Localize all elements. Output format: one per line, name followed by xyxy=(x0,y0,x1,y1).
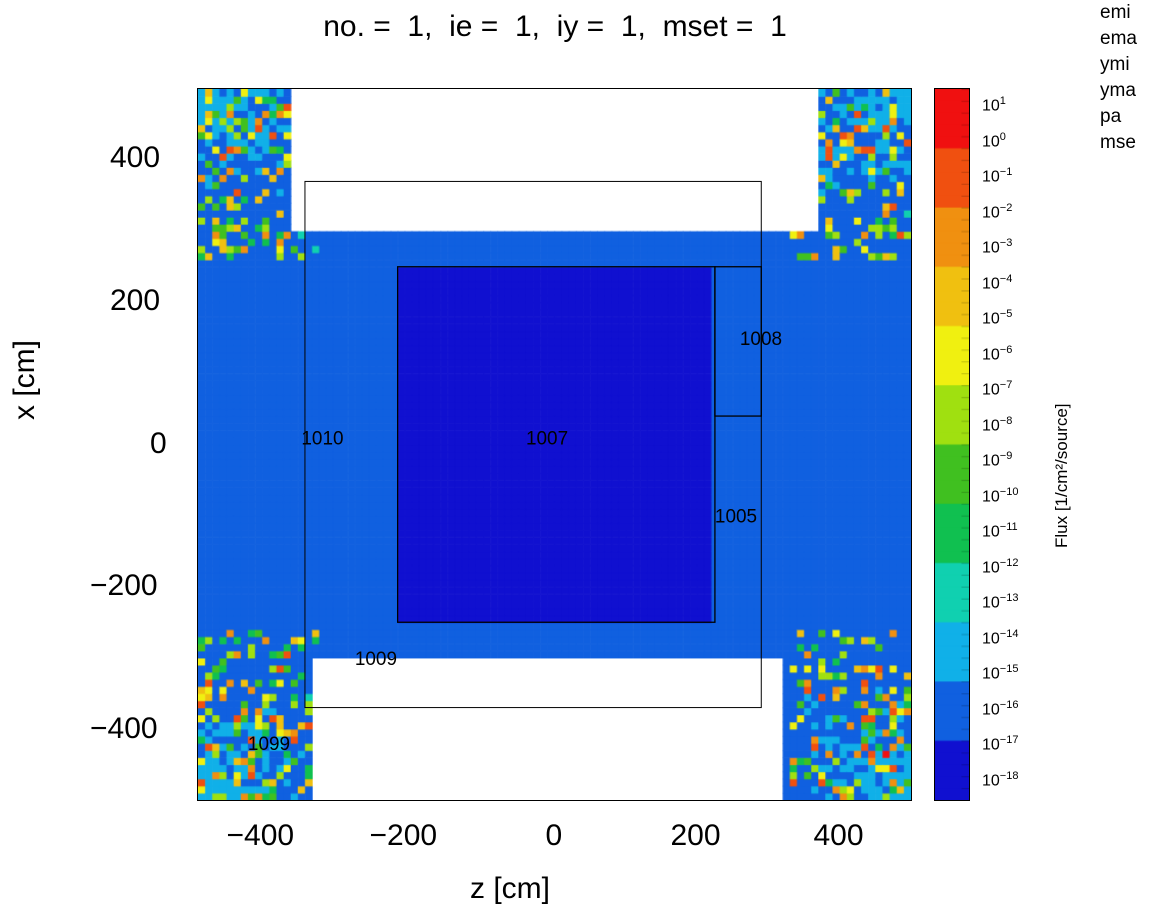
colorbar-tick-label: 10−16 xyxy=(982,698,1019,718)
colorbar-tick-label: 10−12 xyxy=(982,556,1019,576)
colorbar-tick-label: 10−2 xyxy=(982,201,1013,221)
flux-heatmap xyxy=(198,89,911,800)
region-label-1008: 1008 xyxy=(740,329,782,350)
x-tick-label: 0 xyxy=(545,819,563,852)
colorbar-tick-label: 10−3 xyxy=(982,237,1013,257)
colorbar-tick-label: 10−7 xyxy=(982,379,1013,399)
colorbar-tick-label: 101 xyxy=(982,95,1006,115)
param-label: mse xyxy=(1100,132,1136,153)
x-tick-label: 200 xyxy=(670,819,721,852)
param-label: pa xyxy=(1100,106,1122,127)
colorbar-tick-label: 10−8 xyxy=(982,414,1013,434)
x-axis-label: z [cm] xyxy=(470,872,550,905)
y-tick-label: 400 xyxy=(110,141,161,175)
region-label-1099: 1099 xyxy=(248,734,290,755)
colorbar-tick-label: 10−15 xyxy=(982,663,1019,683)
chart-title: no. = 1, ie = 1, iy = 1, mset = 1 xyxy=(323,10,787,43)
colorbar-tick-label: 10−1 xyxy=(982,166,1013,186)
colorbar-tick-label: 10−6 xyxy=(982,343,1013,363)
region-label-1007: 1007 xyxy=(526,429,568,450)
param-label: emi xyxy=(1100,2,1131,23)
colorbar-tick-label: 10−9 xyxy=(982,450,1013,470)
core-region-box xyxy=(396,266,716,623)
colorbar-title: Flux [1/cm²/source] xyxy=(1052,403,1071,548)
y-tick-label: 0 xyxy=(150,426,167,460)
colorbar-tick-label: 10−17 xyxy=(982,734,1019,754)
y-axis-label: x [cm] xyxy=(8,340,41,420)
colorbar-tick-label: 10−10 xyxy=(982,485,1019,505)
colorbar-tick-label: 10−13 xyxy=(982,592,1019,612)
x-tick-label: −200 xyxy=(369,819,438,852)
geometry-overlay: 1007 1008 1005 1010 1009 1099 xyxy=(248,180,782,755)
colorbar-tick-label: 10−4 xyxy=(982,272,1013,292)
region-label-1005: 1005 xyxy=(715,507,757,528)
parameter-list: emi ema ymi yma pa mse xyxy=(1100,0,1137,156)
region-label-1009: 1009 xyxy=(355,649,397,670)
colorbar-tick-label: 10−5 xyxy=(982,308,1013,328)
y-tick-label: −400 xyxy=(90,711,158,745)
param-label: yma xyxy=(1100,80,1136,101)
colorbar-tick-label: 10−14 xyxy=(982,627,1019,647)
colorbar-tick-label: 10−18 xyxy=(982,769,1019,789)
param-label: ema xyxy=(1100,28,1137,49)
param-label: ymi xyxy=(1100,54,1130,75)
colorbar-tick-label: 10−11 xyxy=(982,521,1018,541)
y-tick-label: −200 xyxy=(90,569,158,603)
plot-area: 1007 1008 1005 1010 1009 1099 xyxy=(197,88,912,801)
region-label-1010: 1010 xyxy=(301,429,343,450)
region-1008-box xyxy=(714,266,762,417)
x-tick-label: −400 xyxy=(226,819,295,852)
y-tick-label: 200 xyxy=(110,283,161,317)
x-tick-label: 400 xyxy=(813,819,864,852)
colorbar-tick-label: 100 xyxy=(982,130,1006,150)
outer-boundary-box xyxy=(304,180,762,709)
colorbar xyxy=(934,88,970,801)
